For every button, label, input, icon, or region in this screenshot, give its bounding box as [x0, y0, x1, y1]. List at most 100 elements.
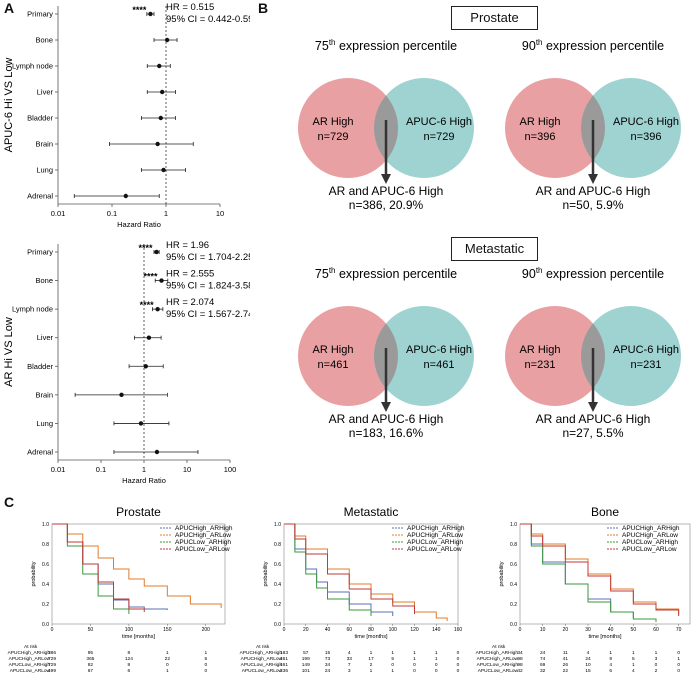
km-at-risk-value: 1	[370, 650, 373, 656]
km-at-risk-value: 0	[204, 668, 207, 674]
km-at-risk-value: 124	[125, 656, 133, 662]
km-x-tick-label: 70	[676, 627, 682, 633]
forest-ylabel: APUC-6 Hi VS Low	[3, 58, 15, 153]
km-at-risk-value: 42	[517, 668, 523, 674]
venn-overlap-n: n=50, 5.9%	[562, 198, 623, 212]
km-x-tick-label: 60	[653, 627, 659, 633]
panel-label-b: B	[258, 0, 269, 16]
km-at-risk-label: APUCLow_ARLow	[478, 668, 519, 674]
km-y-tick-label: 0.2	[274, 602, 281, 608]
km-at-risk-value: 1	[609, 650, 612, 656]
km-x-tick-label: 100	[125, 627, 134, 633]
km-at-risk-value: 1	[413, 650, 416, 656]
km-at-risk-label: APUCLow_ARHigh	[9, 662, 51, 668]
km-at-risk-value: 1	[632, 650, 635, 656]
km-at-risk-value: 0	[677, 668, 680, 674]
km-at-risk-value: 67	[88, 668, 94, 674]
venn-title: 75th expression percentile	[315, 266, 457, 281]
km-at-risk-label: APUCLow_ARHigh	[241, 662, 283, 668]
venn-left-n: n=396	[525, 131, 556, 143]
km-at-risk-value: 461	[280, 662, 288, 668]
km-at-risk-label: APUCHigh_ARLow	[477, 656, 519, 662]
km-x-tick-label: 140	[432, 627, 441, 633]
km-at-risk-value: 69	[540, 662, 546, 668]
forest-category-label: Lymph node	[12, 62, 53, 71]
km-at-risk-value: 8	[128, 650, 131, 656]
venn-right-circle	[581, 78, 681, 178]
km-at-risk-value: 1	[166, 650, 169, 656]
venn-diagrams: 75th expression percentile AR High n=729 AP…	[298, 38, 681, 440]
forest-category-label: Lung	[36, 419, 53, 428]
km-at-risk-value: 4	[609, 662, 612, 668]
km-y-tick-label: 0.8	[274, 542, 281, 548]
km-at-risk-value: 6	[609, 668, 612, 674]
km-legend-label: APUCHigh_ARHigh	[622, 525, 680, 532]
km-at-risk-value: 1	[677, 656, 680, 662]
km-at-risk-value: 4	[587, 650, 590, 656]
km-y-tick-label: 0.6	[42, 562, 49, 568]
venn-title: 90th expression percentile	[522, 38, 664, 53]
forest-category-label: Bone	[35, 276, 53, 285]
venn-arrow-head	[381, 174, 391, 184]
km-at-risk-value: 3	[655, 656, 658, 662]
km-at-risk-value: 0	[457, 650, 460, 656]
venn-arrow-head	[381, 402, 391, 412]
km-at-risk-value: 183	[280, 650, 288, 656]
km-at-risk-value: 1	[435, 650, 438, 656]
km-y-tick-label: 0.2	[42, 602, 49, 608]
venn-right-n: n=461	[424, 359, 455, 371]
km-at-risk-value: 1	[370, 668, 373, 674]
km-x-tick-label: 80	[368, 627, 374, 633]
km-legend-label: APUCHigh_ARHigh	[407, 525, 465, 532]
venn-right-label: APUC-6 High	[613, 344, 679, 356]
venn-arrow-head	[588, 174, 598, 184]
forest-ci-annotation: 95% CI = 1.824-3.580	[166, 281, 250, 292]
km-y-tick-label: 1.0	[274, 522, 281, 528]
forest-plot-ar: AR Hi VS Low 0.01 0.1 1 10 100 Hazard Ratio Pri…	[3, 240, 250, 485]
km-y-tick-label: 0.2	[510, 602, 517, 608]
forest-x-tick-label: 1	[164, 209, 168, 218]
km-at-risk-value: 3	[348, 668, 351, 674]
venn-left-circle	[298, 78, 398, 178]
km-at-risk-value: 4	[632, 668, 635, 674]
km-at-risk-value: 5	[204, 656, 207, 662]
km-at-risk-value: 74	[540, 656, 546, 662]
km-at-risk-value: 0	[435, 662, 438, 668]
km-series-line	[520, 523, 657, 622]
venn-overlap-n: n=27, 5.5%	[562, 426, 623, 440]
forest-x-tick-label: 0.1	[96, 465, 106, 474]
km-series-line	[520, 523, 680, 616]
km-at-risk-value: 26	[563, 662, 569, 668]
forest-hr-point	[138, 421, 144, 426]
forest-hr-point	[157, 63, 162, 69]
km-at-risk-value: 0	[457, 668, 460, 674]
forest-hr-point	[148, 11, 153, 17]
forest-x-tick-label: 0.01	[51, 209, 66, 218]
km-at-risk-value: 24	[540, 650, 546, 656]
venn-right-label: APUC-6 High	[406, 344, 472, 356]
km-at-risk-value: 22	[563, 668, 569, 674]
km-at-risk-value: 6	[128, 668, 131, 674]
forest-category-label: Bladder	[27, 362, 53, 371]
km-x-tick-label: 100	[389, 627, 398, 633]
km-title: Bone	[591, 505, 619, 519]
venn-overlap-label: AR and APUC-6 High	[329, 184, 444, 198]
km-x-tick-label: 20	[303, 627, 309, 633]
venn-right-circle	[374, 306, 474, 406]
forest-hr-annotation: HR = 0.515	[166, 2, 214, 13]
km-at-risk-value: 32	[540, 668, 546, 674]
venn-right-label: APUC-6 High	[613, 116, 679, 128]
forest-ci-annotation: 95% CI = 1.567-2.745	[166, 309, 250, 320]
km-at-risk-value: 10	[585, 662, 591, 668]
km-at-risk-value: 199	[302, 656, 310, 662]
forest-category-label: Bone	[35, 36, 53, 45]
km-at-risk-value: 15	[585, 668, 591, 674]
km-at-risk-label: APUCLow_ARLow	[242, 668, 283, 674]
forest-hr-point	[159, 89, 165, 95]
km-at-risk-value: 386	[48, 650, 56, 656]
km-ylabel: probability	[263, 561, 269, 586]
venn-right-circle	[581, 306, 681, 406]
venn-left-n: n=231	[525, 359, 556, 371]
km-at-risk-value: 0	[413, 668, 416, 674]
forest-x-tick-label: 0.1	[107, 209, 117, 218]
